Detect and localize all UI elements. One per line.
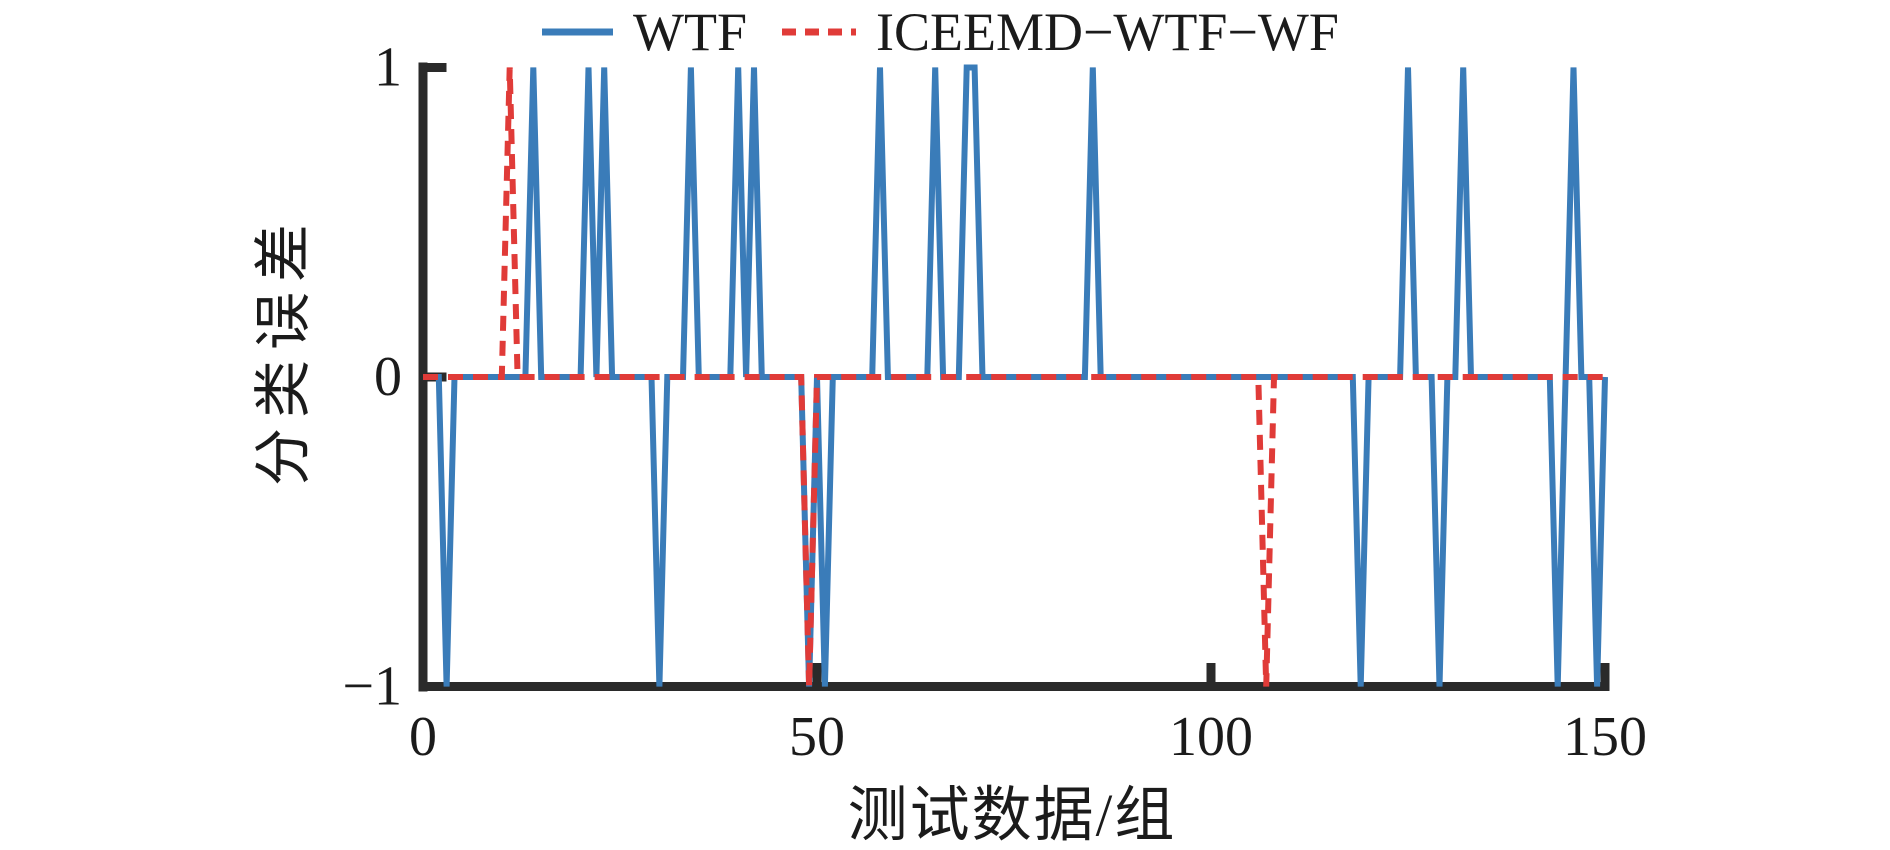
- x-tick-label: 150: [1563, 706, 1647, 768]
- legend: WTF ICEEMD−WTF−WF: [540, 2, 1339, 62]
- y-axis-title: 分类误差: [251, 213, 316, 487]
- x-tick-label: 50: [789, 706, 845, 768]
- y-tick-label: 0: [374, 346, 402, 408]
- x-axis-title: 测试数据/组: [847, 782, 1177, 849]
- x-tick-label: 100: [1169, 706, 1253, 768]
- legend-label-wtf: WTF: [633, 2, 747, 62]
- legend-item-wtf: WTF: [540, 2, 747, 62]
- y-tick-label: 1: [374, 37, 402, 99]
- x-tick-label: 0: [409, 706, 437, 768]
- legend-swatch-dashed-line: [782, 28, 856, 36]
- legend-swatch-solid-line: [542, 28, 613, 36]
- series-line-iceemd-wtf-wf: [423, 67, 1605, 687]
- y-tick-label: −1: [342, 656, 402, 718]
- legend-item-iceemd: ICEEMD−WTF−WF: [780, 2, 1339, 62]
- legend-label-iceemd: ICEEMD−WTF−WF: [876, 2, 1339, 62]
